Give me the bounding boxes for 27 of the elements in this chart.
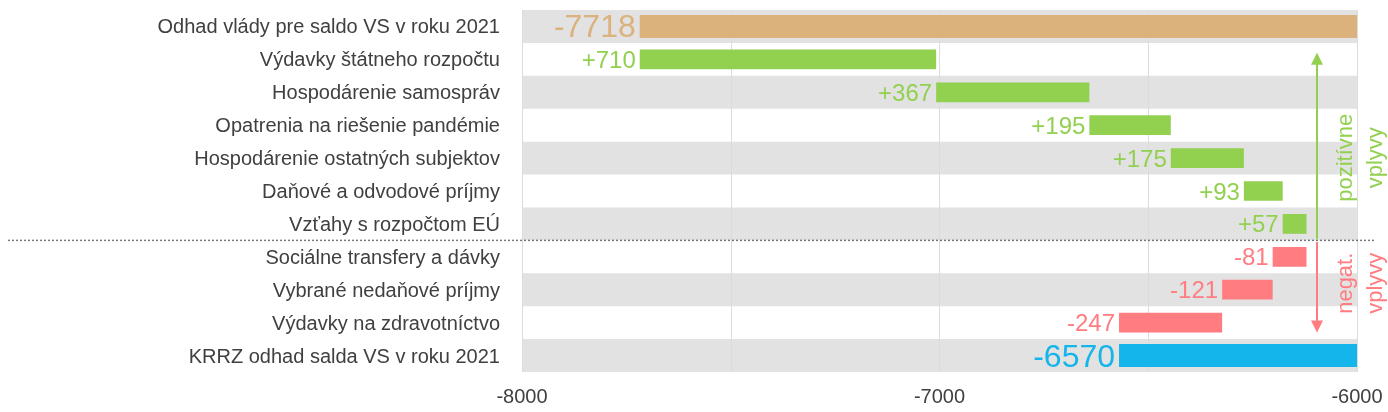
annotation: negat. vplyvy [1331, 252, 1387, 314]
y-tick-label: Daňové a odvodové príjmy [262, 180, 500, 202]
x-tick-label: -6000 [1331, 385, 1383, 407]
data-label: +93 [1199, 177, 1240, 205]
data-label: +57 [1237, 210, 1279, 238]
annotation: pozitívne vplyvy [1331, 113, 1387, 202]
data-label: -7718 [553, 8, 636, 45]
y-tick-label: Výdavky štátneho rozpočtu [259, 48, 500, 71]
y-tick-label: Sociálne transfery a dávky [265, 245, 500, 268]
data-label: +710 [581, 45, 636, 73]
x-tick-label: -7000 [913, 385, 966, 407]
data-label: -121 [1170, 276, 1219, 304]
y-tick-label: Opatrenia na riešenie pandémie [215, 114, 500, 137]
y-tick-label: Vybrané nedaňové príjmy [272, 278, 500, 301]
y-tick-label: Výdavky na zdravotníctvo [272, 311, 500, 334]
data-label: +195 [1031, 111, 1086, 139]
data-label: +367 [878, 78, 933, 106]
y-tick-label: Hospodárenie ostatných subjektov [194, 147, 500, 170]
y-tick-label: Hospodárenie samospráv [272, 81, 500, 104]
data-label: -6570 [1033, 337, 1116, 374]
y-tick-label: KRRZ odhad salda VS v roku 2021 [188, 344, 500, 367]
y-tick-label: Vzťahy s rozpočtom EÚ [289, 212, 500, 235]
data-label: -247 [1066, 309, 1116, 337]
data-label: +175 [1112, 144, 1167, 172]
x-tick-label: -8000 [496, 385, 548, 407]
y-tick-label: Odhad vlády pre saldo VS v roku 2021 [157, 15, 500, 38]
data-label: -81 [1233, 243, 1269, 271]
